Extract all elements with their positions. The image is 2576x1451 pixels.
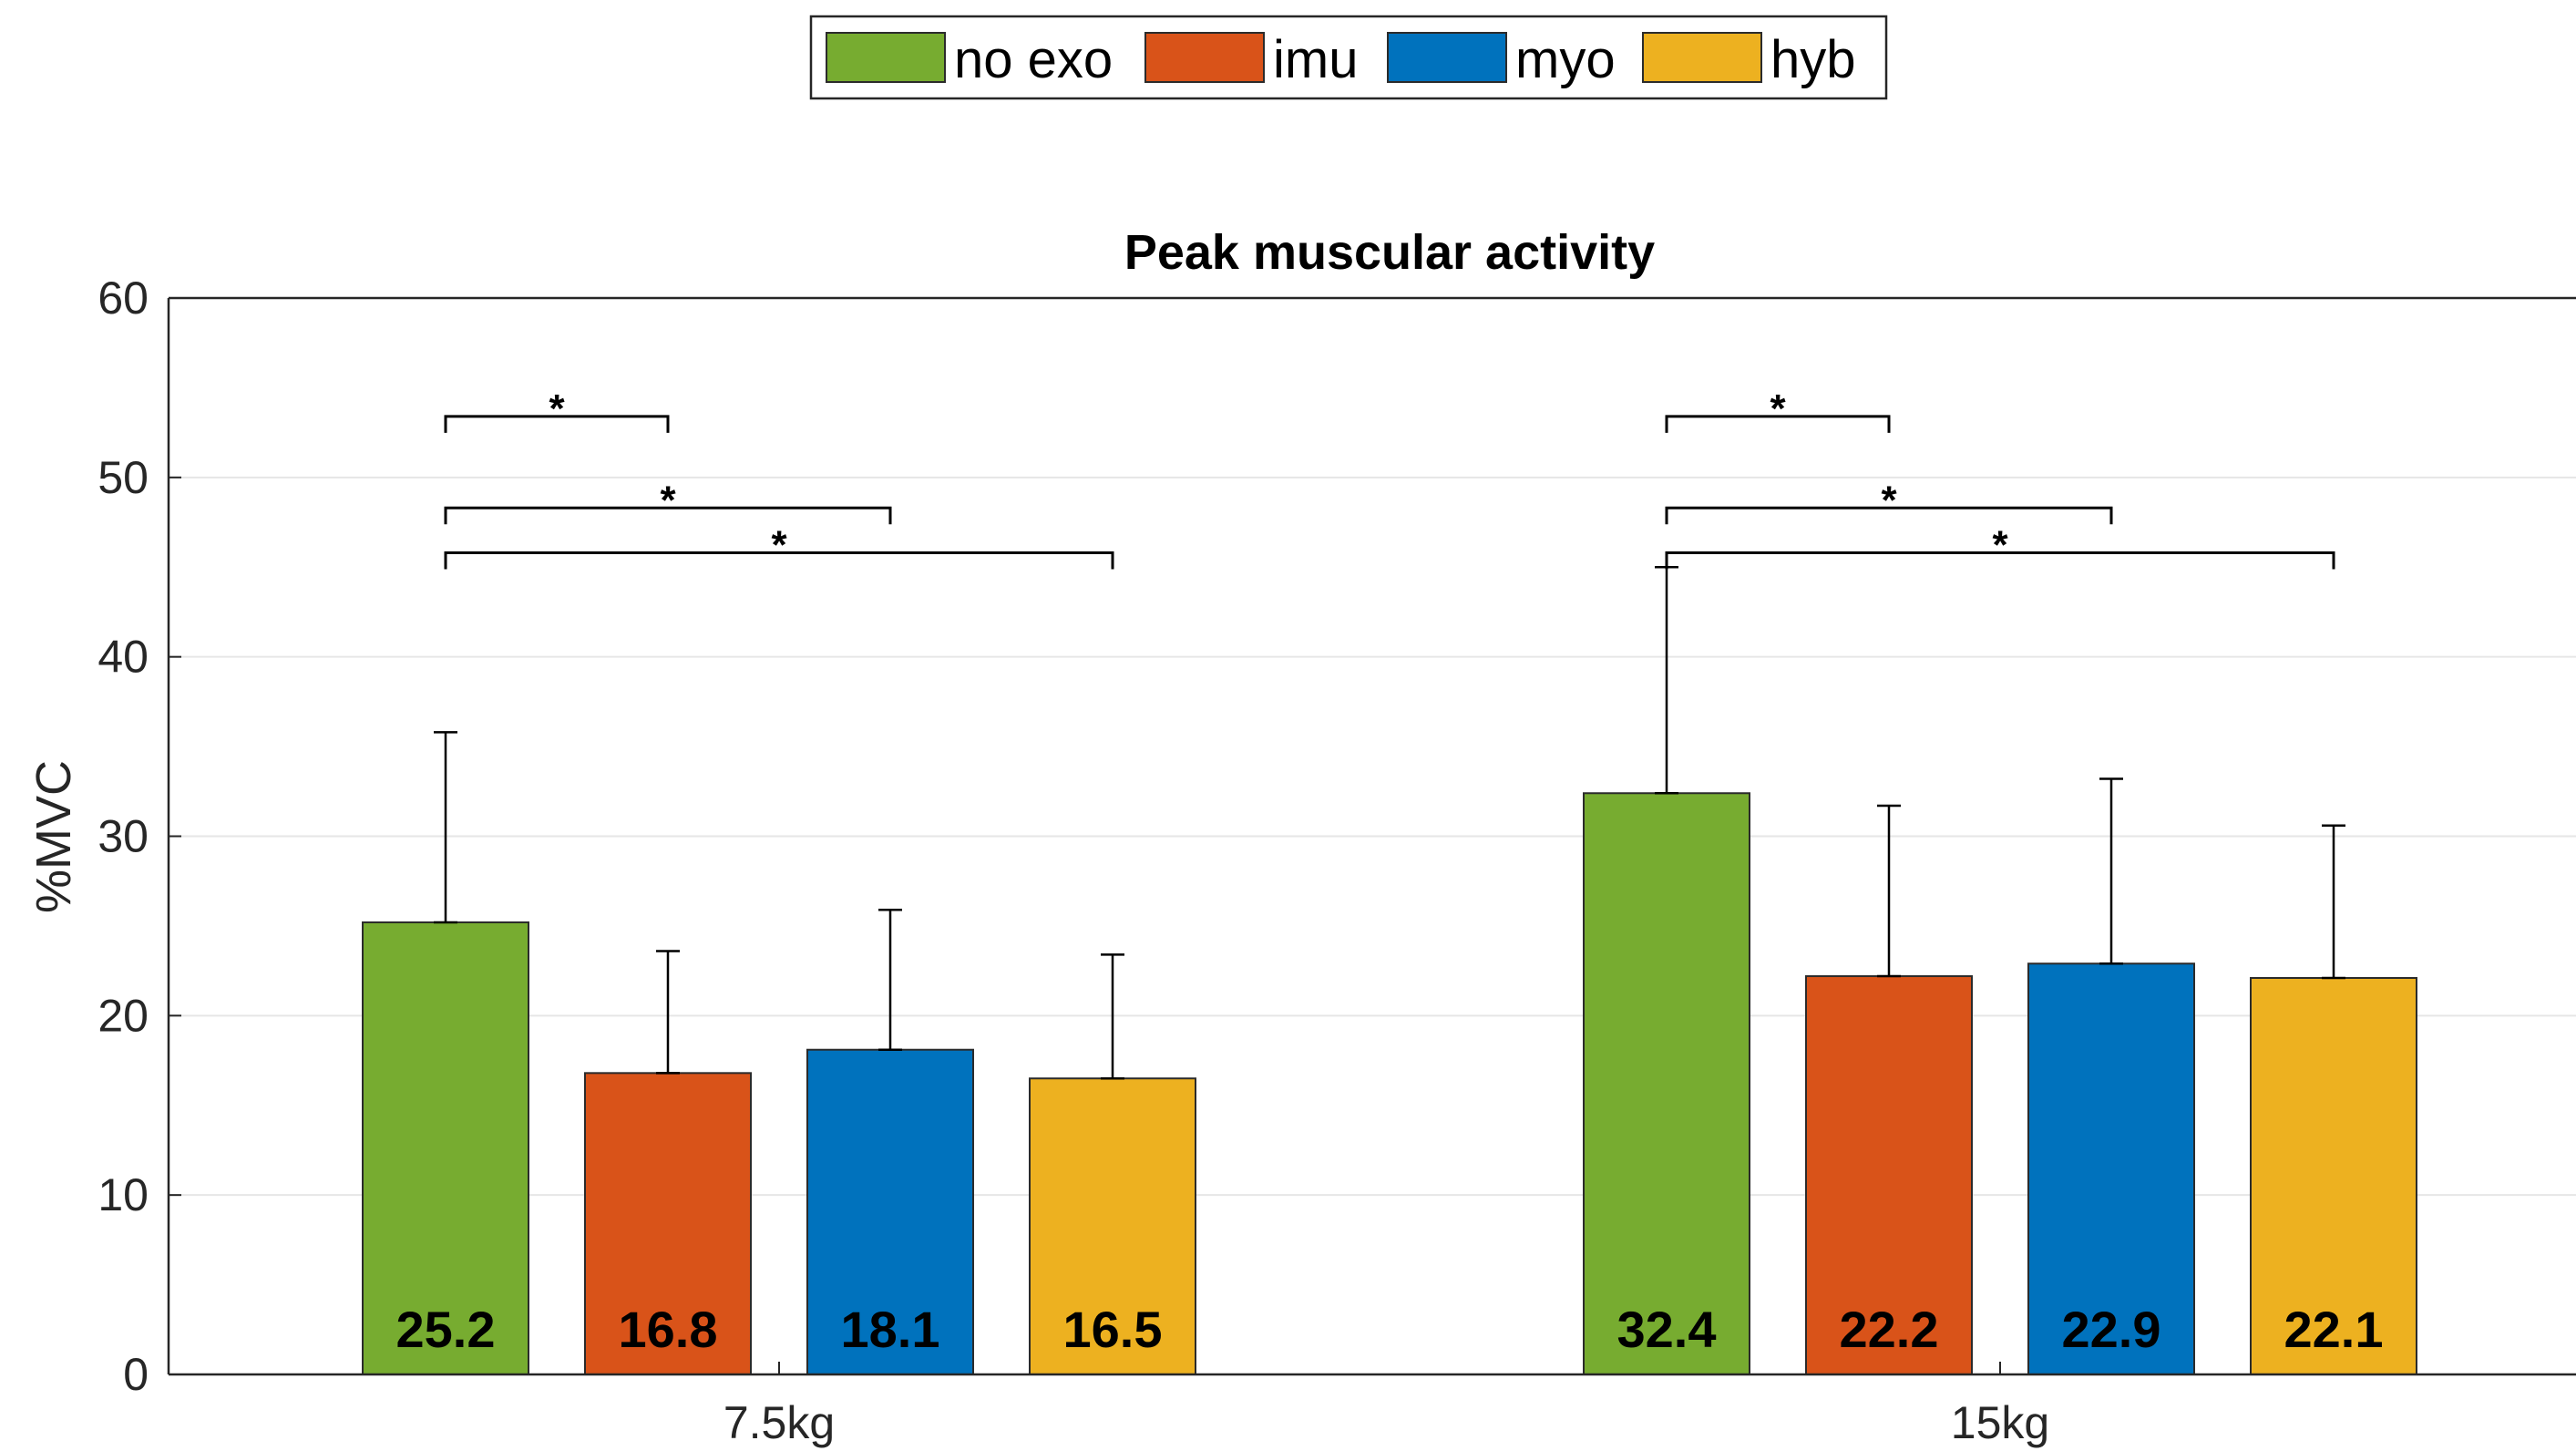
bar-value-label: 32.4 bbox=[1617, 1301, 1717, 1358]
y-tick-label: 50 bbox=[97, 452, 149, 503]
legend-swatch bbox=[1144, 32, 1265, 83]
x-tick-label: 7.5kg bbox=[724, 1397, 835, 1448]
gridlines bbox=[169, 297, 2576, 1197]
significance-star: * bbox=[771, 523, 787, 568]
bar-value-label: 18.1 bbox=[841, 1301, 940, 1358]
legend-label: imu bbox=[1273, 30, 1358, 89]
legend-label: myo bbox=[1515, 30, 1616, 89]
significance-bracket bbox=[444, 415, 670, 433]
significance-star: * bbox=[660, 478, 676, 522]
y-tick-label: 30 bbox=[97, 811, 149, 862]
bar bbox=[584, 1072, 752, 1375]
y-axis-label: %MVC bbox=[26, 760, 81, 913]
x-tick-label: 15kg bbox=[1951, 1397, 2049, 1448]
significance-star: * bbox=[1881, 478, 1897, 522]
error-bars-group bbox=[434, 566, 2345, 1080]
y-tick-label: 20 bbox=[97, 990, 149, 1041]
bar-value-label: 22.2 bbox=[1840, 1301, 1939, 1358]
significance-bracket bbox=[1665, 415, 1891, 433]
legend-swatch bbox=[1387, 32, 1507, 83]
legend-swatch bbox=[826, 32, 946, 83]
significance-bracket bbox=[1665, 551, 2335, 570]
axes: 0 10 20 30 40 50 60 7.5kg 15kg bbox=[97, 273, 2576, 1448]
significance-star: * bbox=[1992, 523, 2008, 568]
bar-value-label: 16.5 bbox=[1063, 1301, 1163, 1358]
bar bbox=[1583, 792, 1750, 1375]
significance-bracket bbox=[444, 506, 892, 525]
y-tick-label: 40 bbox=[97, 632, 149, 683]
significance-brackets: * * * * * * bbox=[444, 386, 2335, 570]
bars-group: 25.2 16.8 18.1 16.5 32.4 22.2 22.9 22.1 bbox=[362, 792, 2417, 1376]
bar bbox=[1805, 975, 1973, 1376]
bar bbox=[2027, 962, 2195, 1376]
bar-value-label: 22.1 bbox=[2284, 1301, 2384, 1358]
significance-bracket bbox=[1665, 506, 2113, 525]
significance-star: * bbox=[549, 386, 565, 431]
bar bbox=[362, 921, 529, 1375]
significance-bracket bbox=[444, 551, 1114, 570]
legend: no exo imu myo hyb bbox=[809, 15, 1888, 100]
bar bbox=[2250, 976, 2417, 1375]
legend-label: hyb bbox=[1770, 30, 1856, 89]
chart-title: Peak muscular activity bbox=[1124, 225, 1655, 280]
legend-swatch bbox=[1642, 32, 1762, 83]
bar-value-label: 22.9 bbox=[2062, 1301, 2161, 1358]
significance-star: * bbox=[1770, 386, 1786, 431]
y-tick-label: 10 bbox=[97, 1169, 149, 1220]
bar-value-label: 16.8 bbox=[619, 1301, 718, 1358]
bar bbox=[1029, 1077, 1196, 1375]
y-tick-label: 0 bbox=[123, 1349, 149, 1400]
y-tick-label: 60 bbox=[97, 273, 149, 324]
legend-label: no exo bbox=[954, 30, 1113, 89]
bar-value-label: 25.2 bbox=[396, 1301, 496, 1358]
